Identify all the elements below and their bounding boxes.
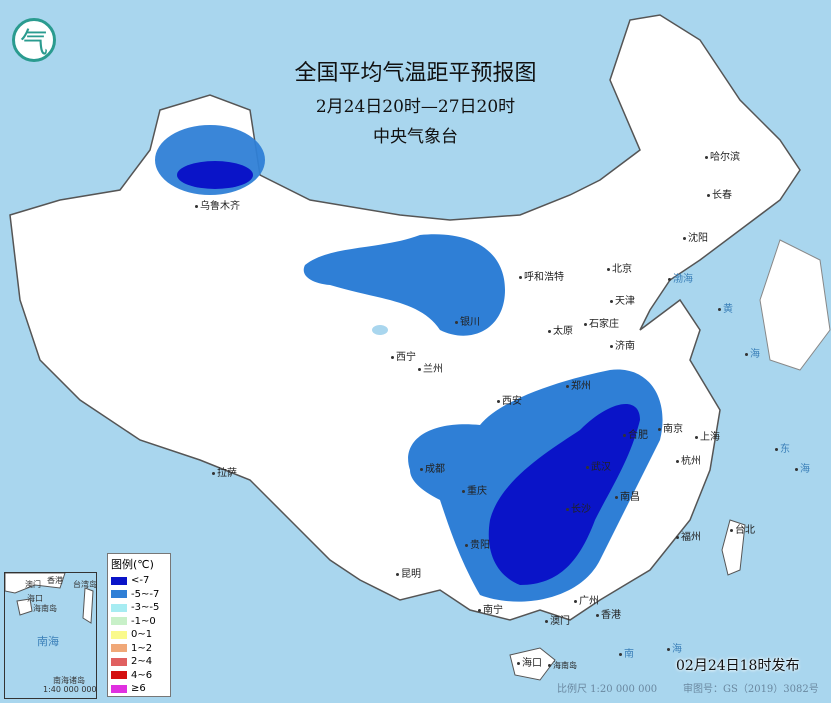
city-label: 南昌 xyxy=(615,488,640,503)
legend-item: -5~-7 xyxy=(111,588,170,602)
legend-swatch xyxy=(111,644,127,653)
legend-swatch xyxy=(111,576,127,585)
legend-item: <-7 xyxy=(111,574,170,588)
inset-map xyxy=(5,573,94,624)
sea-label: 东 xyxy=(775,440,790,455)
legend-item: -3~-5 xyxy=(111,601,170,615)
city-label: 福州 xyxy=(676,528,701,543)
legend-label: 2~4 xyxy=(131,656,153,668)
anomaly-south-strong xyxy=(488,403,640,585)
map-scale: 比例尺 1:20 000 000 xyxy=(557,684,658,695)
legend-swatch xyxy=(111,684,127,693)
legend-swatch xyxy=(111,617,127,626)
sea-label: 渤海 xyxy=(668,270,693,285)
anomaly-xinjiang-strong xyxy=(177,161,253,189)
inset-scale: 1:40 000 000 xyxy=(43,685,97,694)
city-label: 济南 xyxy=(610,337,635,352)
city-label: 呼和浩特 xyxy=(519,268,564,283)
sea-label: 海 xyxy=(745,345,760,360)
inset-label: 香港 xyxy=(47,576,63,585)
city-label: 南京 xyxy=(658,420,683,435)
city-label: 武汉 xyxy=(586,458,611,473)
city-label: 西宁 xyxy=(391,348,416,363)
city-label: 贵阳 xyxy=(465,536,490,551)
city-label: 西安 xyxy=(497,392,522,407)
city-label: 成都 xyxy=(420,460,445,475)
legend-item: ≥6 xyxy=(111,682,170,696)
legend-swatch xyxy=(111,630,127,639)
cma-logo: 气 xyxy=(12,18,56,62)
inset-label: 台湾岛 xyxy=(73,580,97,589)
city-label: 石家庄 xyxy=(584,315,619,330)
sea-label: 南 xyxy=(619,645,634,660)
city-label: 哈尔滨 xyxy=(705,148,740,163)
legend-label: 1~2 xyxy=(131,642,153,654)
city-label: 郑州 xyxy=(566,377,591,392)
city-label: 台北 xyxy=(730,521,755,536)
city-label: 长沙 xyxy=(566,500,591,515)
legend-item: -1~0 xyxy=(111,615,170,629)
city-label: 沈阳 xyxy=(683,229,708,244)
city-label: 拉萨 xyxy=(212,464,237,479)
publish-time: 02月24日18时发布 xyxy=(676,658,800,674)
city-label: 澳门 xyxy=(545,612,570,627)
lake-qinghai xyxy=(372,325,388,335)
city-label: 南宁 xyxy=(478,601,503,616)
forecast-period: 2月24日20时—27日20时 xyxy=(315,97,516,117)
city-label: 长春 xyxy=(707,186,732,201)
legend-item: 0~1 xyxy=(111,628,170,642)
legend: 图例(℃) <-7 -5~-7 -3~-5 -1~0 0~1 1~2 2~4 4~6 ≥6 xyxy=(107,553,171,697)
review-number: 审图号：GS（2019）3082号 xyxy=(683,684,819,695)
legend-item: 4~6 xyxy=(111,669,170,683)
city-label: 海口 xyxy=(517,654,542,669)
city-label: 昆明 xyxy=(396,565,421,580)
inset-label: 海口 xyxy=(27,594,43,603)
legend-label: -1~0 xyxy=(131,615,156,627)
sea-label: 海 xyxy=(667,640,682,655)
sea-label: 海 xyxy=(795,460,810,475)
legend-label: 0~1 xyxy=(131,629,153,641)
inset-label: 南海诸岛 xyxy=(53,676,85,685)
legend-swatch xyxy=(111,657,127,666)
city-label: 香港 xyxy=(596,606,621,621)
legend-swatch xyxy=(111,603,127,612)
inset-label: 海南岛 xyxy=(33,604,57,613)
inset-label: 南海 xyxy=(37,635,59,648)
south-china-sea-inset: 澳门 香港 台湾岛 海口 海南岛 南海 南海诸岛 1:40 000 000 xyxy=(4,572,97,699)
city-label: 兰州 xyxy=(418,360,443,375)
legend-label: <-7 xyxy=(131,575,150,587)
legend-swatch xyxy=(111,590,127,599)
map-title: 全国平均气温距平预报图 xyxy=(294,61,537,86)
city-label: 广州 xyxy=(574,592,599,607)
legend-swatch xyxy=(111,671,127,680)
city-label: 乌鲁木齐 xyxy=(195,197,240,212)
city-label: 重庆 xyxy=(462,482,487,497)
sea-label: 黄 xyxy=(718,300,733,315)
legend-label: -3~-5 xyxy=(131,602,160,614)
legend-item: 2~4 xyxy=(111,655,170,669)
legend-label: 4~6 xyxy=(131,669,153,681)
inset-label: 澳门 xyxy=(25,580,41,589)
island-label: 海南岛 xyxy=(548,660,577,671)
legend-label: ≥6 xyxy=(131,683,146,695)
legend-item: 1~2 xyxy=(111,642,170,656)
legend-label: -5~-7 xyxy=(131,588,160,600)
city-label: 杭州 xyxy=(676,452,701,467)
legend-title: 图例(℃) xyxy=(111,558,154,571)
city-label: 合肥 xyxy=(623,426,648,441)
city-label: 天津 xyxy=(610,292,635,307)
city-label: 上海 xyxy=(695,428,720,443)
city-label: 银川 xyxy=(455,313,480,328)
land-korea xyxy=(759,239,831,371)
city-label: 太原 xyxy=(548,322,573,337)
city-label: 北京 xyxy=(607,260,632,275)
issuer: 中央气象台 xyxy=(373,127,458,147)
anomaly-north-moderate xyxy=(303,234,505,336)
